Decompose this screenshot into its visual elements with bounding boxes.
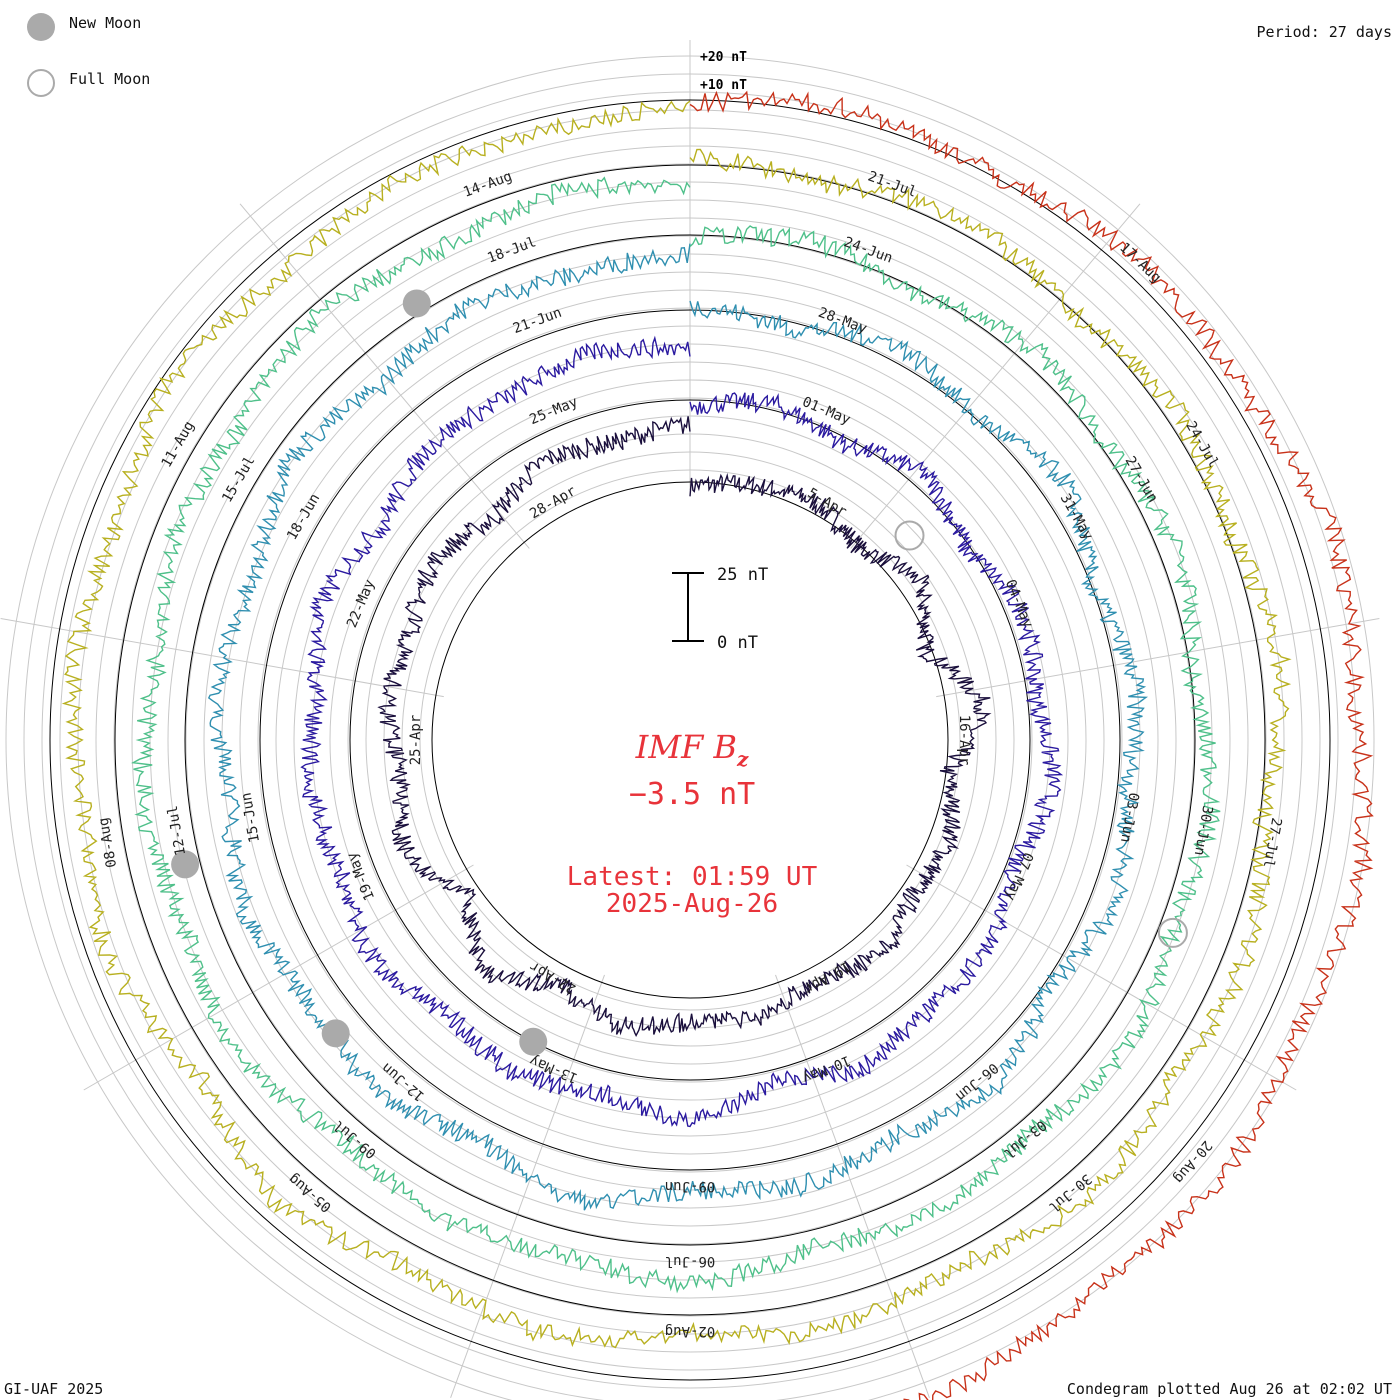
grid-spoke — [936, 617, 1380, 698]
bz-series-line — [207, 243, 1149, 1211]
date-label: 12-Jun — [379, 1059, 428, 1104]
center-title: IMF Bz — [635, 728, 749, 771]
ring-scale: +20 nT +10 nT — [700, 50, 747, 93]
new-moon-marker — [321, 1019, 350, 1048]
date-label: 19-Apr — [801, 958, 853, 997]
date-label: 05-Aug — [286, 1170, 335, 1215]
date-label: 22-May — [344, 577, 378, 630]
date-label: 09-Jul — [331, 1117, 380, 1162]
date-label: 28-Apr — [527, 483, 579, 522]
date-label: 27-Jul — [1260, 816, 1285, 869]
date-label: 31-May — [1057, 491, 1096, 543]
date-label: 06-Jul — [665, 1253, 716, 1269]
date-label: 03-Jun — [1117, 791, 1142, 844]
new-moon-marker — [519, 1027, 548, 1056]
bz-series-line — [61, 100, 1292, 1349]
rotation-baseline — [431, 481, 949, 999]
legend-full-moon-label: Full Moon — [69, 70, 151, 88]
center-readout: IMF Bz −3.5 nT Latest: 01:59 UT 2025-Aug… — [567, 728, 818, 919]
rotation-baselines — [49, 99, 1331, 1381]
scale-bar-bottom-label: 0 nT — [717, 633, 758, 653]
bz-series-line — [130, 176, 1221, 1294]
date-label: 21-Jun — [511, 305, 564, 337]
date-label: 09-Jun — [665, 1178, 716, 1194]
date-label: 18-Jun — [284, 491, 323, 543]
scale-bar: 25 nT 0 nT — [672, 565, 768, 653]
rotation-baseline — [114, 164, 1266, 1316]
latest-time: Latest: 01:59 UT — [567, 862, 818, 892]
grid-spoke — [83, 864, 474, 1091]
date-label: 16-Apr — [956, 715, 972, 766]
polar-grid — [0, 40, 1380, 1400]
grid-spoke — [775, 974, 930, 1398]
bz-series-line — [689, 90, 1374, 1400]
date-label: 25-May — [527, 394, 580, 428]
date-label: 15-Jul — [219, 454, 258, 506]
date-label: 12-Jul — [165, 804, 190, 857]
grid-spoke — [906, 864, 1297, 1091]
new-moon-icon — [27, 13, 55, 41]
date-label: 27-Jun — [1122, 454, 1161, 506]
period-label: Period: 27 days — [1256, 23, 1392, 41]
bz-series-line — [377, 416, 992, 1038]
date-label: 10-May — [800, 1052, 853, 1086]
date-label: 04-May — [1002, 577, 1036, 630]
date-label: 08-Aug — [96, 816, 121, 869]
new-moon-marker — [171, 850, 200, 879]
date-label: 14-Aug — [461, 168, 514, 200]
legend-new-moon-label: New Moon — [69, 14, 142, 32]
date-label: 30-Jun — [1191, 804, 1216, 857]
grid-spoke — [850, 203, 1141, 549]
ring-scale-label-20: +20 nT — [700, 50, 747, 65]
full-moon-marker — [894, 520, 925, 551]
full-moon-icon — [27, 69, 55, 97]
moon-phase-markers — [171, 289, 1188, 1056]
credit-label: GI-UAF 2025 — [4, 1380, 104, 1398]
rotation-baseline — [49, 99, 1331, 1381]
date-label: 06-Jun — [952, 1059, 1001, 1104]
date-label: 03-Jul — [1000, 1117, 1049, 1162]
center-value: −3.5 nT — [629, 777, 755, 812]
plotted-label: Condegram plotted Aug 26 at 02:02 UT — [1066, 1380, 1392, 1398]
date-label: 07-May — [1002, 850, 1036, 903]
legend-full-moon: Full Moon — [27, 69, 150, 97]
rotation-baseline — [184, 234, 1196, 1246]
scale-bar-top-label: 25 nT — [717, 565, 768, 585]
date-label: 25-Apr — [408, 715, 424, 766]
full-moon-marker — [1157, 917, 1188, 948]
date-label: 15-Jun — [238, 791, 263, 844]
latest-date: 2025-Aug-26 — [606, 889, 778, 919]
new-moon-marker — [402, 289, 431, 318]
bz-series-line — [299, 335, 1064, 1128]
rotation-baseline — [259, 309, 1121, 1171]
date-label: 17-Aug — [1116, 240, 1164, 286]
date-label: 30-Jul — [1045, 1170, 1094, 1215]
legend-new-moon: New Moon — [27, 13, 141, 41]
grid-spoke — [0, 617, 444, 698]
ring-scale-label-10: +10 nT — [700, 78, 747, 93]
date-label: 20-Aug — [1170, 1137, 1215, 1186]
grid-spoke — [450, 974, 605, 1398]
date-label: 21-Jul — [866, 168, 919, 200]
center-title-main: IMF B — [635, 728, 737, 766]
rotation-baseline — [349, 399, 1031, 1081]
bz-series — [61, 90, 1374, 1400]
center-title-sub: z — [736, 747, 749, 771]
date-label: 02-Aug — [665, 1323, 716, 1339]
